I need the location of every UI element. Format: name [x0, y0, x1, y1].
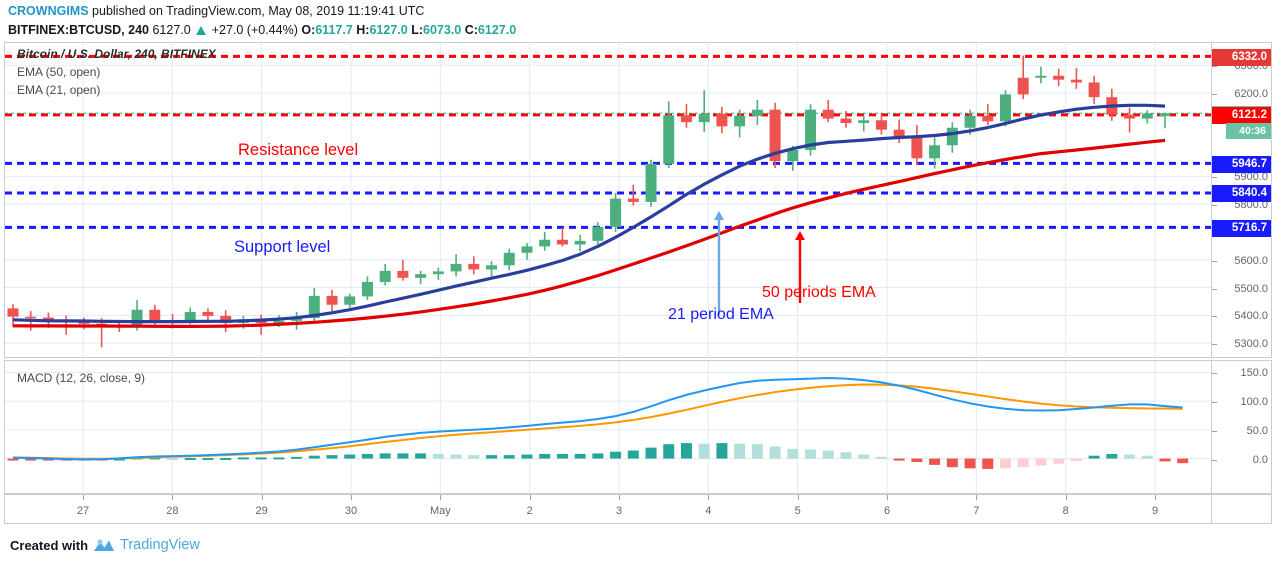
high-value: 6127.0: [369, 23, 408, 37]
price-tick: 5300.0: [1234, 338, 1268, 351]
resistance-level-annotation: Resistance level: [238, 141, 359, 159]
ema50-annotation: 50 periods EMA: [762, 284, 876, 301]
low-label: L:: [411, 23, 423, 37]
footer: Created with TradingView: [10, 534, 200, 556]
symbol-header: BITFINEX:BTCUSD, 240 6127.0 +27.0 (+0.44…: [8, 22, 516, 38]
time-tick-mark: [976, 495, 978, 500]
time-tick-mark: [83, 495, 84, 500]
price-tick: 5500.0: [1234, 282, 1268, 295]
close-label: C:: [464, 23, 478, 37]
ema21-legend: EMA (21, open): [17, 83, 101, 97]
macd-tick-mark: [1212, 373, 1217, 375]
price-tick-mark: [1212, 177, 1217, 179]
support-3-badge[interactable]: 5716.7: [1212, 219, 1271, 237]
time-tick-mark: [261, 495, 263, 500]
time-tick-mark: [887, 495, 888, 500]
publish-header: CROWNGIMS published on TradingView.com, …: [8, 3, 424, 19]
support-level-annotation: Support level: [234, 238, 331, 256]
macd-tick-mark: [1212, 459, 1217, 461]
publish-info: published on TradingView.com, May 08, 20…: [92, 4, 425, 18]
time-tick: 2: [526, 505, 533, 517]
chart-title-legend: Bitcoin / U.S. Dollar, 240, BITFINEX: [17, 47, 216, 61]
time-tick-mark: [708, 495, 710, 500]
time-tick-mark: [1065, 495, 1067, 500]
close-value: 6127.0: [477, 23, 517, 37]
countdown-badge: 40:36: [1226, 123, 1271, 140]
open-label: O:: [301, 23, 316, 37]
price-chart-pane[interactable]: Bitcoin / U.S. Dollar, 240, BITFINEX EMA…: [4, 42, 1212, 358]
triangle-up-icon: [196, 26, 207, 35]
axis-corner: [1212, 494, 1272, 524]
author-name[interactable]: CROWNGIMS: [8, 4, 89, 18]
macd-tick-mark: [1212, 430, 1217, 432]
time-tick: 4: [705, 505, 712, 517]
time-tick-mark: [1155, 495, 1156, 500]
macd-tick: 50.0: [1246, 424, 1268, 437]
time-tick: 3: [615, 505, 623, 517]
time-tick: May: [429, 505, 451, 517]
macd-tick: 150.0: [1240, 367, 1268, 380]
support-2-badge[interactable]: 5840.4: [1212, 185, 1271, 203]
price-tick: 5900.0: [1234, 171, 1268, 184]
high-label: H:: [356, 23, 370, 37]
time-tick-mark: [440, 495, 442, 500]
price-axis[interactable]: 6300.0 6200.0 5900.0 5800.0 5600.0 5500.0 5400…: [1212, 42, 1272, 358]
time-tick: 30: [344, 505, 358, 517]
resistance-top-badge[interactable]: 6332.0: [1212, 48, 1271, 66]
macd-tick-mark: [1212, 402, 1217, 404]
created-with-label: Created with: [10, 537, 89, 553]
tradingview-brand[interactable]: TradingView: [120, 537, 200, 553]
price-tick-mark: [1212, 66, 1217, 68]
last-price-value: 6127.0: [152, 23, 191, 37]
time-tick: 7: [973, 505, 980, 517]
price-tick-mark: [1212, 344, 1217, 346]
macd-tick: 0.0: [1252, 453, 1268, 466]
time-tick: 5: [794, 505, 801, 517]
time-tick: 9: [1151, 505, 1159, 517]
price-tick-mark: [1212, 94, 1217, 96]
ema21-annotation: 21 period EMA: [668, 306, 774, 323]
price-tick-mark: [1212, 205, 1217, 207]
open-value: 6117.7: [315, 23, 353, 37]
time-axis[interactable]: 27 28 29 30 May 2 3 4 5 6 7 8 9: [4, 494, 1212, 524]
resistance-mid-badge[interactable]: 6121.2: [1212, 107, 1271, 125]
time-tick: 28: [166, 505, 179, 517]
time-tick-mark: [797, 495, 799, 500]
macd-axis[interactable]: 150.0 100.0 50.0 0.0: [1212, 360, 1272, 494]
time-tick-mark: [351, 495, 352, 500]
price-chart-canvas[interactable]: [5, 43, 1211, 357]
time-tick: 8: [1062, 505, 1069, 517]
macd-pane[interactable]: MACD (12, 26, close, 9): [4, 360, 1212, 494]
tradingview-mountain-icon: [94, 538, 115, 551]
price-tick-mark: [1212, 288, 1217, 290]
time-tick-mark: [529, 495, 531, 500]
price-tick: 6200.0: [1234, 88, 1268, 101]
symbol-label[interactable]: BITFINEX:BTCUSD, 240: [8, 23, 149, 37]
macd-canvas[interactable]: [5, 361, 1211, 493]
time-tick-mark: [619, 495, 620, 500]
price-tick-mark: [1212, 260, 1217, 262]
price-tick: 5600.0: [1234, 254, 1268, 267]
price-tick: 5400.0: [1234, 310, 1268, 323]
macd-tick: 100.0: [1240, 396, 1268, 409]
time-tick: 29: [255, 505, 268, 517]
macd-legend: MACD (12, 26, close, 9): [17, 371, 146, 385]
ema50-legend: EMA (50, open): [17, 65, 101, 79]
low-value: 6073.0: [423, 23, 462, 37]
support-1-badge[interactable]: 5946.7: [1212, 155, 1271, 173]
time-tick: 27: [76, 505, 90, 517]
price-change: +27.0 (+0.44%): [211, 23, 298, 37]
time-tick: 6: [883, 505, 891, 517]
price-tick-mark: [1212, 316, 1217, 318]
time-tick-mark: [172, 495, 174, 500]
